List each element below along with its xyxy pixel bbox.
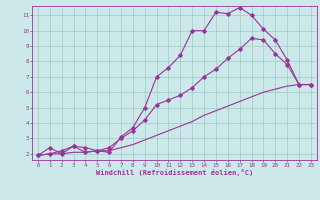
X-axis label: Windchill (Refroidissement éolien,°C): Windchill (Refroidissement éolien,°C)	[96, 169, 253, 176]
